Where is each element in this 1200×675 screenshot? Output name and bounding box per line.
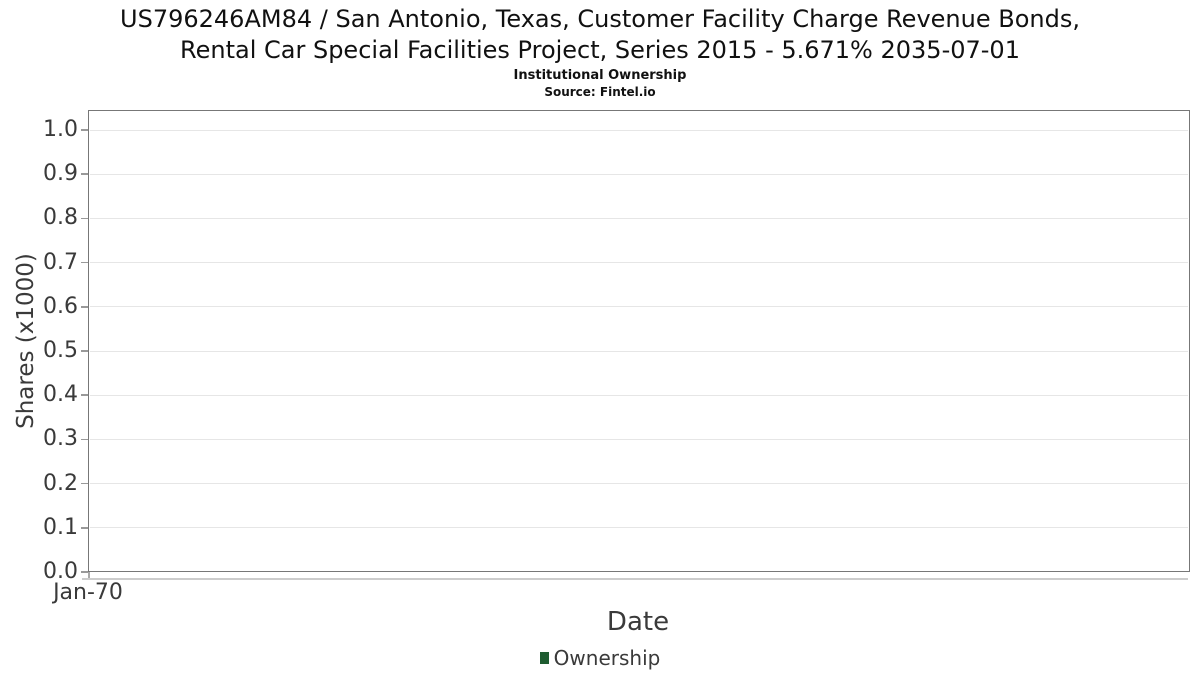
y-gridline [90,173,1188,175]
chart-title-line-1: US796246AM84 / San Antonio, Texas, Custo… [120,5,1080,33]
y-tick-label: 0.2 [43,470,78,496]
y-tick-label: 0.1 [43,514,78,540]
y-tick-label: 0.4 [43,382,78,408]
chart-source: Source: Fintel.io [544,85,656,99]
y-gridline [90,217,1188,219]
y-tick-mark [81,261,88,264]
y-tick-label: 0.3 [43,426,78,452]
chart-title-line-2: Rental Car Special Facilities Project, S… [180,36,1020,64]
y-tick-mark [81,571,88,573]
y-tick-label: 0.8 [43,205,78,231]
y-gridline [90,350,1188,352]
y-gridline [90,129,1188,131]
y-tick-label: 0.7 [43,249,78,275]
y-gridline [90,306,1188,308]
y-tick-mark [81,306,88,308]
x-axis-title: Date [606,607,670,637]
legend-marker-icon [539,652,549,664]
y-tick-mark [81,129,88,131]
y-tick-label: 0.9 [43,161,78,187]
y-tick-label: 0.5 [43,338,78,363]
y-tick-mark [81,527,88,529]
y-tick-mark [81,438,88,441]
y-axis-title: Shares (x1000) [13,253,39,429]
y-gridline [90,527,1188,529]
y-tick-mark [81,394,88,396]
y-tick-mark [81,350,88,352]
chart-legend: Ownership [0,646,1200,670]
y-gridline [90,394,1188,396]
y-gridline [90,483,1188,485]
legend-label: Ownership [553,646,661,670]
y-gridline [90,438,1188,440]
plot-area [88,110,1190,572]
y-tick-label: 1.0 [43,117,78,142]
y-tick-label: 0.0 [43,559,78,584]
legend-item: Ownership [539,646,661,670]
y-tick-mark [81,173,88,175]
y-tick-label: 0.6 [43,293,78,319]
y-tick-mark [81,217,88,220]
x-axis-line [82,578,1188,580]
y-gridline [90,262,1188,264]
x-tick-label: Jan-70 [53,580,123,605]
x-tick-mark [88,572,90,578]
chart-subtitle: Institutional Ownership [513,68,687,83]
y-tick-mark [81,482,88,485]
